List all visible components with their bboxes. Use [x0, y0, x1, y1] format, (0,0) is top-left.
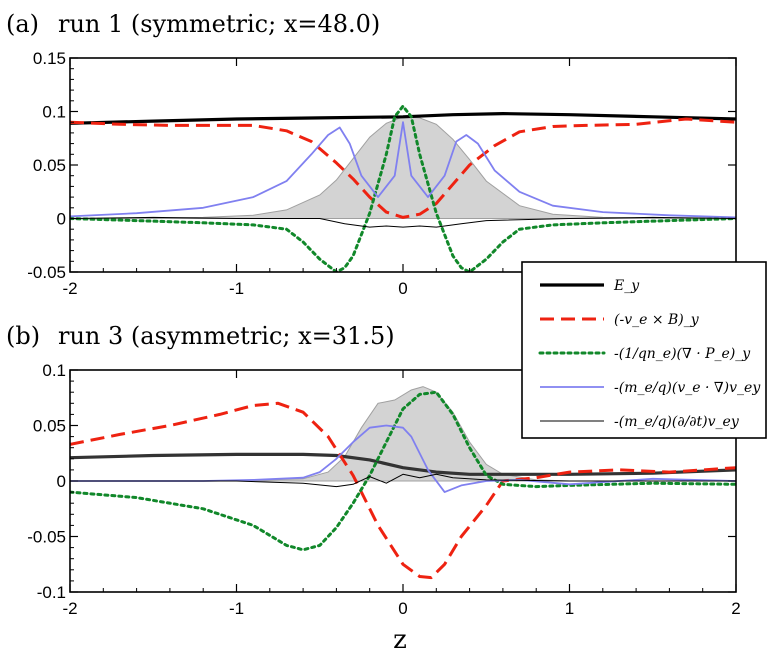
panel-a-ytick-label: 0.1 — [42, 103, 66, 122]
panel-b-xtick-label: 0 — [398, 599, 407, 618]
panel-a-series-5 — [70, 216, 736, 228]
panel-b-ytick-label: 0.05 — [33, 417, 66, 436]
panel-b: (b) run 3 (asymmetric; x=31.5) -2 -1 0 1 2 -0… — [6, 322, 741, 655]
panel-b-ytick-label: -0.05 — [27, 528, 66, 547]
panel-b-series-2 — [70, 401, 736, 580]
panel-a-ytick-label: 0.05 — [33, 156, 66, 175]
panel-b-ytick-label: 0 — [57, 472, 66, 491]
panel-b-ytick-label: -0.1 — [37, 583, 66, 602]
panel-a-ytick-label: 0.15 — [33, 49, 66, 68]
panel-b-ytick-label: 0.1 — [42, 361, 66, 380]
panel-b-xtick-label: 2 — [731, 599, 740, 618]
panel-b-series-1 — [70, 452, 736, 476]
legend-label-1: E_y — [613, 278, 640, 294]
panel-b-series-3 — [70, 390, 736, 552]
panel-a-shaded-profile — [70, 116, 736, 219]
legend-label-5: -(m_e/q)(∂/∂t)v_ey — [614, 414, 740, 430]
panel-a-xtick-label: 0 — [398, 279, 407, 298]
panel-a-title: run 1 (symmetric; x=48.0) — [58, 10, 380, 38]
panel-b-xlabel: z — [393, 625, 407, 655]
panel-b-series-5 — [70, 473, 736, 488]
panel-a-xtick-label: -1 — [229, 279, 244, 298]
panel-a-plot — [70, 104, 736, 272]
panel-a-ytick-label: 0 — [57, 210, 66, 229]
panel-a-series-2 — [70, 117, 736, 219]
legend-label-4: -(m_e/q)(v_e · ∇)v_ey — [614, 380, 761, 396]
panel-b-xtick-label: 1 — [565, 599, 574, 618]
panel-b-shaded-profile — [70, 386, 736, 482]
panel-b-plot — [70, 386, 736, 580]
legend-label-3: -(1/qn_e)(∇ · P_e)_y — [614, 346, 751, 362]
panel-b-ticks: -2 -1 0 1 2 -0.1 -0.05 0 0.05 0.1 — [27, 361, 740, 618]
panel-a-series-3 — [70, 104, 736, 272]
legend-label-2: (-v_e × B)_y — [614, 312, 700, 328]
panel-a-series-1 — [70, 111, 736, 125]
legend-box — [521, 261, 767, 439]
panel-b-title: run 3 (asymmetric; x=31.5) — [58, 322, 395, 350]
panel-b-label: (b) — [6, 322, 40, 350]
panel-b-xtick-label: -2 — [62, 599, 77, 618]
panel-a-series-4 — [70, 121, 736, 219]
panel-a: (a) run 1 (symmetric; x=48.0) -2-1012-0.… — [6, 10, 741, 298]
panel-a-xtick-label: -2 — [62, 279, 77, 298]
legend: E_y (-v_e × B)_y -(1/qn_e)(∇ · P_e)_y -(m_e… — [521, 261, 767, 439]
panel-a-ytick-label: -0.05 — [27, 263, 66, 282]
panel-a-label: (a) — [6, 10, 39, 38]
panel-b-xtick-label: -1 — [229, 599, 244, 618]
